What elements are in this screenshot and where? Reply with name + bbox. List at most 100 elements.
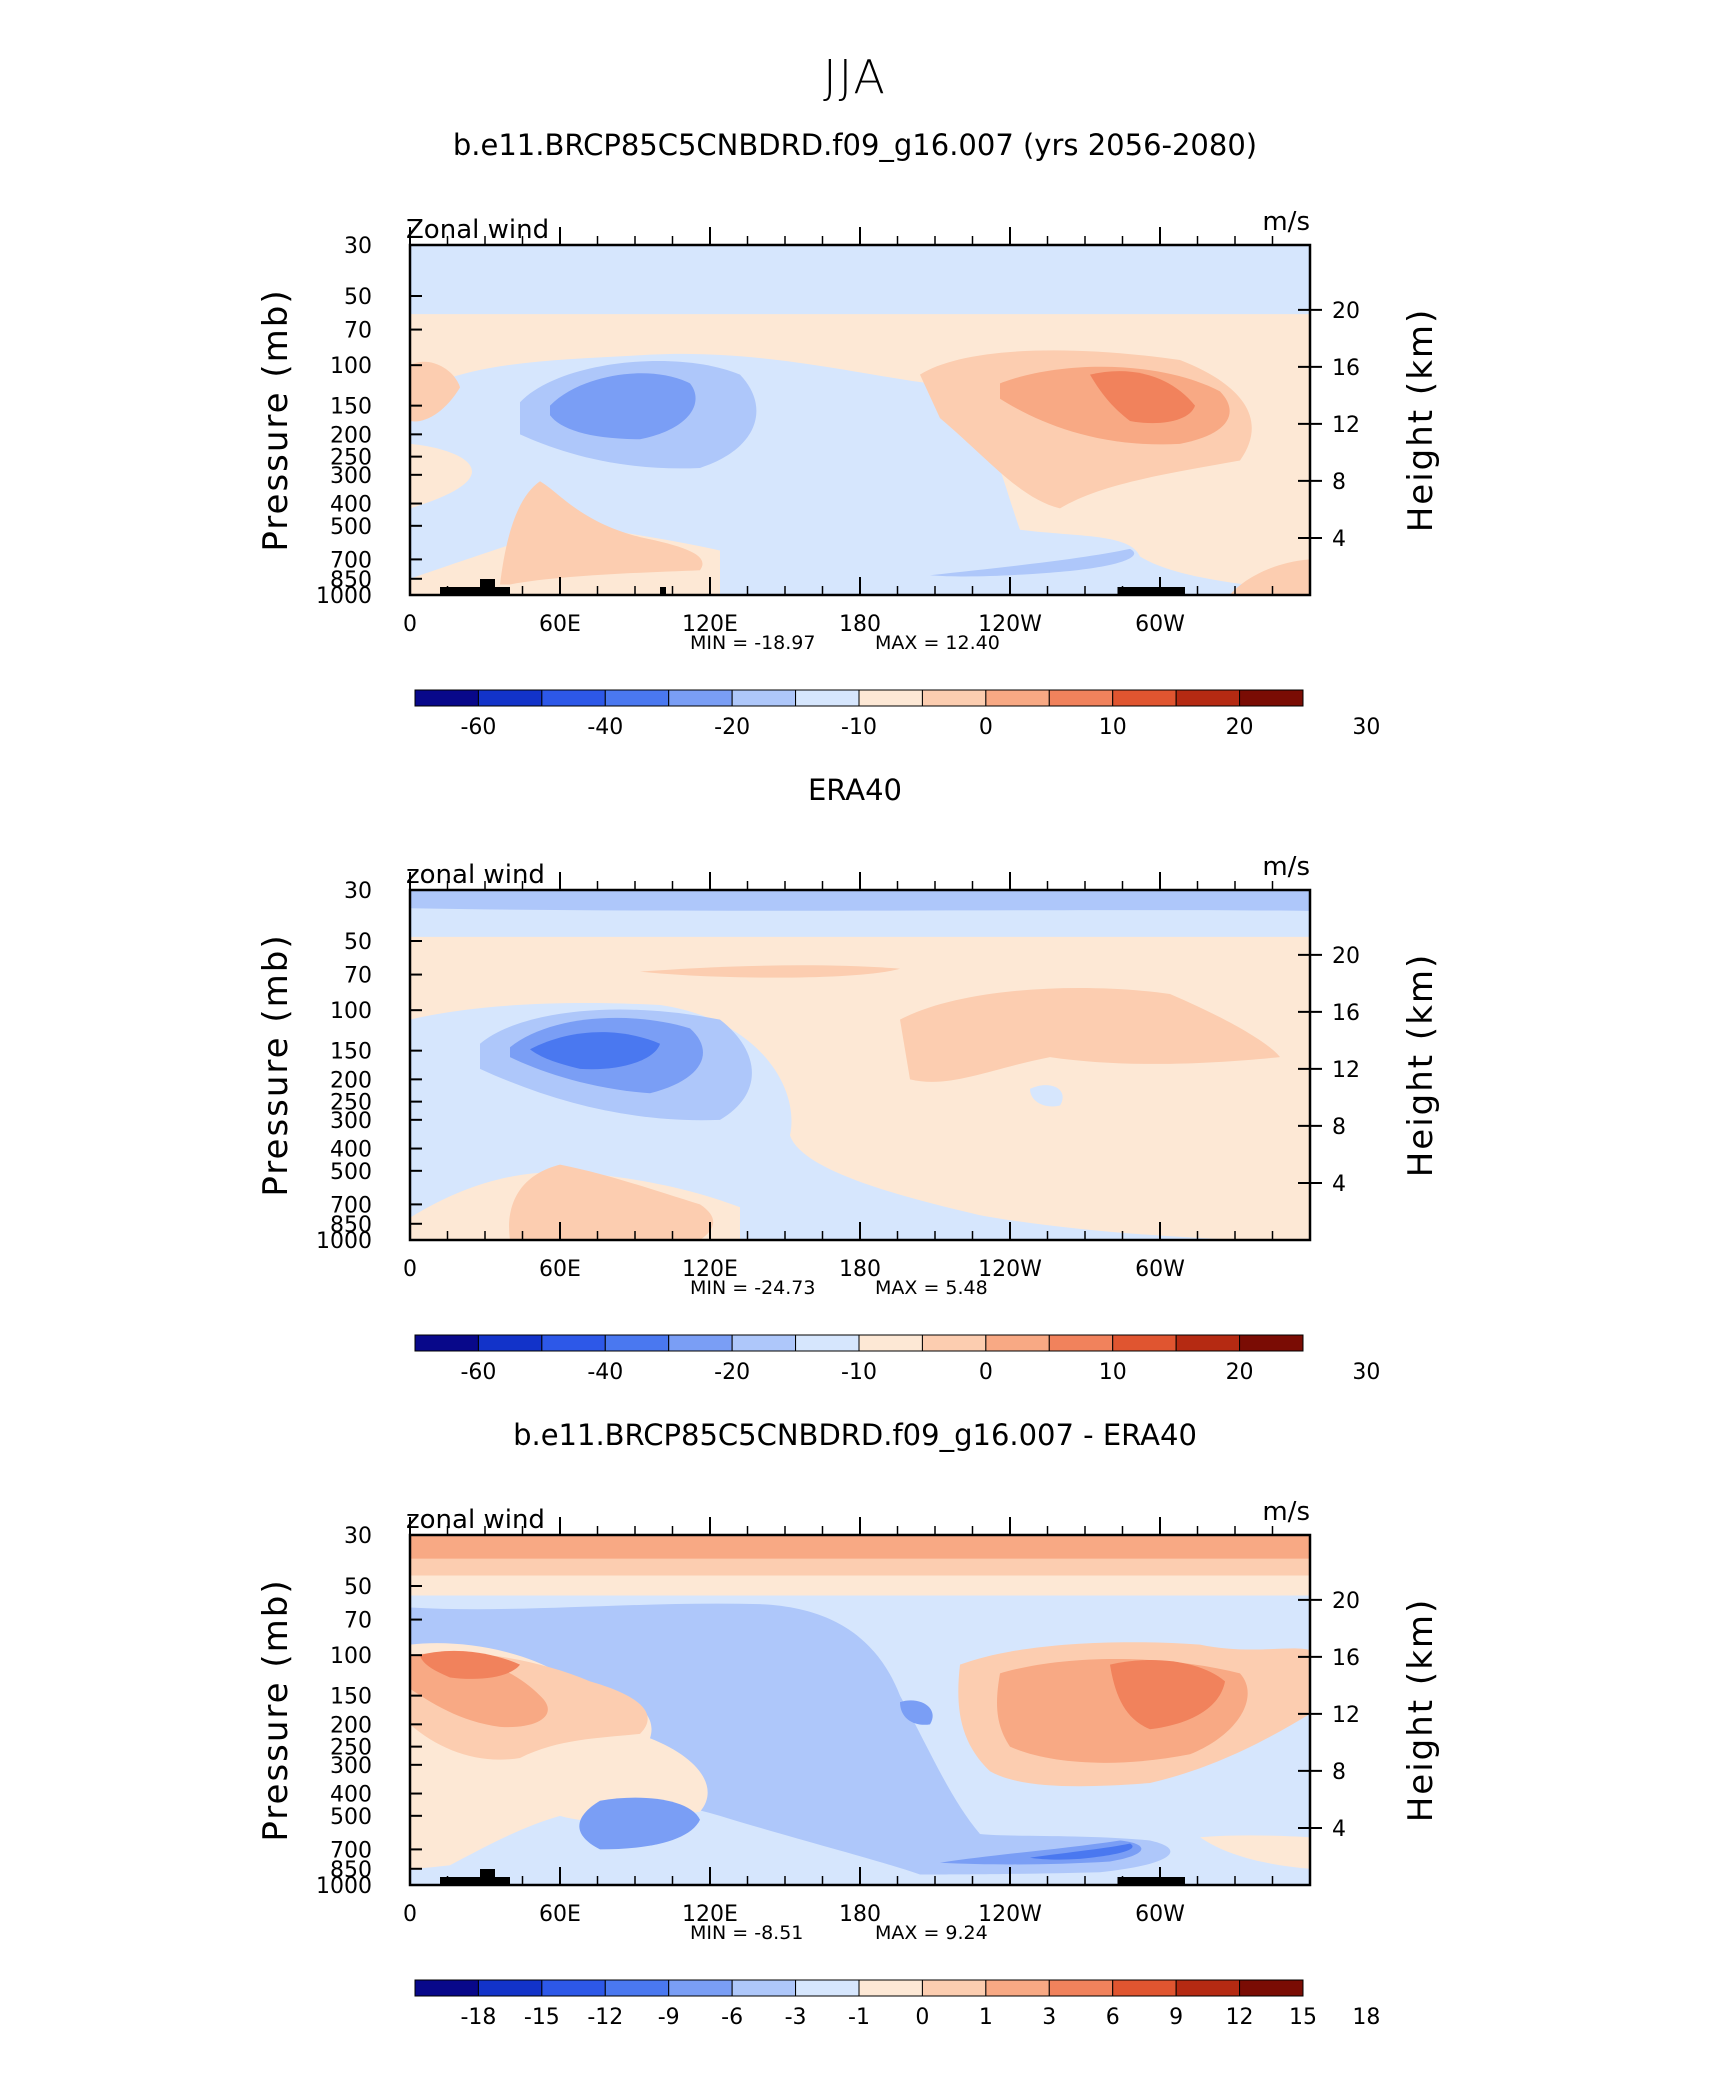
colorbar-label: -12	[587, 2005, 623, 2030]
x-tick-label: 180	[839, 612, 881, 637]
field-label: Zonal wind	[406, 215, 549, 245]
y-tick-label: 1000	[316, 1874, 372, 1899]
x-tick-label: 0	[403, 612, 417, 637]
y-tick-label: 200	[330, 1713, 372, 1738]
colorbar-label: 3	[1042, 2005, 1056, 2030]
x-tick-label: 60E	[539, 1257, 581, 1282]
x-tick-label: 120E	[682, 1902, 738, 1927]
colorbar-box	[858, 689, 923, 707]
y-tick-label: 70	[344, 964, 372, 989]
contour-band	[509, 1164, 714, 1240]
colorbar-label: 0	[979, 1360, 993, 1385]
min-label: MIN = -18.97	[690, 632, 815, 654]
colorbar-box	[668, 1979, 733, 1997]
colorbar-box	[1175, 1979, 1241, 1997]
contour-band	[900, 1700, 933, 1725]
colorbar-box	[731, 1334, 797, 1352]
contour-band	[940, 1840, 1142, 1865]
colorbar-label: -60	[460, 715, 496, 740]
chart-title: ERA40	[808, 775, 902, 807]
y-axis-label: Pressure (mb)	[256, 933, 296, 1196]
y2-axis-label: Height (km)	[1401, 953, 1441, 1178]
x-tick-label: 60W	[1135, 1902, 1185, 1927]
colorbar-label: -40	[587, 715, 623, 740]
contour-band	[1230, 559, 1310, 595]
y2-tick-label: 8	[1332, 470, 1346, 495]
colorbar-box	[1048, 1979, 1114, 1997]
colorbar-box	[795, 1334, 860, 1352]
y2-tick-label: 8	[1332, 1115, 1346, 1140]
x-tick-label: 0	[403, 1902, 417, 1927]
colorbar-box	[731, 1979, 797, 1997]
x-tick-label: 120E	[682, 1257, 738, 1282]
contour-band	[410, 245, 1310, 315]
colorbar-box	[921, 1979, 987, 1997]
colorbar-label: 20	[1226, 715, 1254, 740]
units-label: m/s	[1262, 1497, 1310, 1527]
chart-difference: b.e11.BRCP85C5CNBDRD.f09_g16.007 - ERA40…	[256, 1418, 1441, 2030]
y2-tick-label: 20	[1332, 1589, 1360, 1614]
x-tick-label: 60E	[539, 1902, 581, 1927]
y-tick-label: 500	[330, 1160, 372, 1185]
colorbar-box	[414, 1979, 479, 1997]
contour-band	[900, 987, 1280, 1082]
contour-field	[410, 245, 1310, 595]
y-tick-label: 30	[344, 879, 372, 904]
contour-band	[410, 1535, 1310, 1559]
y-tick-label: 150	[330, 395, 372, 420]
topography-mask	[480, 1869, 495, 1885]
contour-field	[410, 1535, 1310, 1885]
colorbar-box	[921, 1334, 987, 1352]
max-label: MAX = 9.24	[875, 1922, 988, 1944]
colorbar-label: -18	[460, 2005, 496, 2030]
colorbar-label: -60	[460, 1360, 496, 1385]
colorbar-label: -20	[714, 1360, 750, 1385]
colorbar-box	[1239, 689, 1304, 707]
x-tick-label: 120W	[978, 1257, 1042, 1282]
colorbar-box	[668, 689, 733, 707]
colorbar-box	[1112, 1979, 1177, 1997]
units-label: m/s	[1262, 852, 1310, 882]
colorbar-label: 10	[1099, 715, 1127, 740]
chart-title: b.e11.BRCP85C5CNBDRD.f09_g16.007 (yrs 20…	[453, 130, 1257, 162]
panel-model: b.e11.BRCP85C5CNBDRD.f09_g16.007 (yrs 20…	[0, 128, 1710, 770]
contour-band	[579, 1797, 700, 1850]
x-tick-label: 60W	[1135, 1257, 1185, 1282]
topography-mask	[660, 587, 666, 595]
y-tick-label: 30	[344, 234, 372, 259]
y-tick-label: 700	[330, 548, 372, 573]
colorbar-box	[1048, 1334, 1114, 1352]
y2-tick-label: 12	[1332, 1058, 1360, 1083]
colorbar-label: -1	[848, 2005, 870, 2030]
colorbar-box	[795, 1979, 860, 1997]
contour-band	[640, 965, 900, 978]
colorbar-box	[541, 689, 606, 707]
colorbar-label: -40	[587, 1360, 623, 1385]
contour-band	[410, 890, 1310, 911]
y2-tick-label: 12	[1332, 1703, 1360, 1728]
colorbar-box	[604, 1334, 670, 1352]
colorbar-label: -10	[841, 715, 877, 740]
contour-band	[930, 548, 1135, 577]
y-tick-label: 50	[344, 930, 372, 955]
y-tick-label: 100	[330, 354, 372, 379]
y-tick-label: 850	[330, 568, 372, 593]
chart-title: b.e11.BRCP85C5CNBDRD.f09_g16.007 - ERA40	[513, 1420, 1197, 1452]
x-tick-label: 120W	[978, 1902, 1042, 1927]
y-tick-label: 300	[330, 1754, 372, 1779]
y2-tick-label: 16	[1332, 1001, 1360, 1026]
contour-field	[410, 890, 1310, 1240]
y-tick-label: 700	[330, 1193, 372, 1218]
y-axis-label: Pressure (mb)	[256, 1578, 296, 1841]
y-tick-label: 1000	[316, 584, 372, 609]
colorbar-label: 0	[915, 2005, 929, 2030]
y-tick-label: 300	[330, 464, 372, 489]
y-tick-label: 250	[330, 1091, 372, 1116]
colorbar-box	[1175, 689, 1241, 707]
y-tick-label: 100	[330, 1644, 372, 1669]
contour-band	[550, 373, 696, 440]
colorbar-label: 18	[1352, 2005, 1380, 2030]
contour-band	[1030, 1843, 1133, 1860]
y-tick-label: 30	[344, 1524, 372, 1549]
